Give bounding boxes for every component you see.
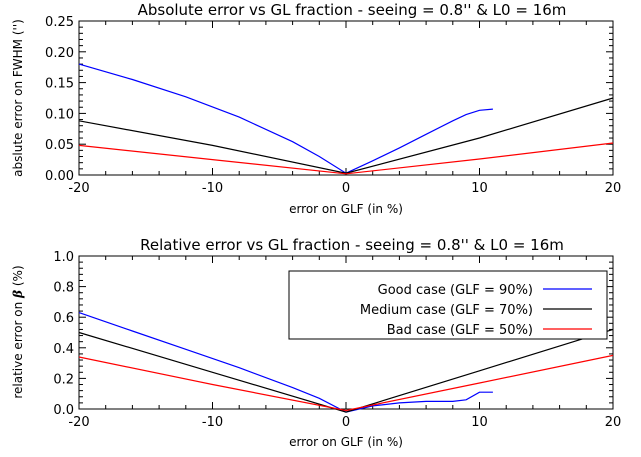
relative-error-xtick-label: 20 <box>605 415 622 430</box>
legend: Good case (GLF = 90%) Medium case (GLF = … <box>288 270 608 340</box>
absolute-error-xtick-label: 10 <box>471 181 488 196</box>
absolute-error-title: Absolute error vs GL fraction - seeing =… <box>138 1 567 19</box>
absolute-error-series-0 <box>78 63 493 174</box>
absolute-error-ticks: -20 -10 0 10 20 0.00 0.05 0.10 0.15 0.20 0.25 <box>45 15 621 196</box>
relative-error-xtick-label: 0 <box>342 415 350 430</box>
absolute-error-xtick-label: -10 <box>202 181 223 196</box>
absolute-error-ytick-label: 0.05 <box>45 138 74 153</box>
legend-label: Medium case (GLF = 70%) <box>360 303 533 318</box>
legend-label: Bad case (GLF = 50%) <box>387 323 533 338</box>
absolute-error-frame <box>78 20 614 176</box>
beta-symbol: β <box>11 290 25 299</box>
relative-error-title: Relative error vs GL fraction - seeing =… <box>140 236 564 254</box>
relative-error-ytick-label: 1.0 <box>53 250 74 265</box>
absolute-error-xtick-label: -20 <box>68 181 89 196</box>
absolute-error-ylabel: abslute error on FWHM ('') <box>11 19 25 177</box>
relative-error-ytick-label: 0.0 <box>53 403 74 418</box>
relative-error-ytick-label: 0.4 <box>53 342 74 357</box>
absolute-error-ytick-label: 0.10 <box>45 107 74 122</box>
relative-error-series-0 <box>78 312 493 413</box>
absolute-error-series-2 <box>78 142 614 175</box>
relative-error-xtick-label: -10 <box>202 415 223 430</box>
relative-error-xtick-label: 10 <box>471 415 488 430</box>
legend-label: Good case (GLF = 90%) <box>378 283 533 298</box>
absolute-error-ytick-label: 0.25 <box>45 15 74 30</box>
absolute-error-plot: Absolute error vs GL fraction - seeing =… <box>11 1 621 216</box>
absolute-error-lines <box>78 63 614 175</box>
legend-box <box>288 270 608 340</box>
relative-error-ylabel-prefix: relative error on <box>11 298 25 399</box>
relative-error-ytick-label: 0.6 <box>53 311 74 326</box>
relative-error-xlabel: error on GLF (in %) <box>289 435 403 449</box>
absolute-error-xlabel: error on GLF (in %) <box>289 202 403 216</box>
absolute-error-ytick-label: 0.15 <box>45 77 74 92</box>
relative-error-series-2 <box>78 354 614 412</box>
absolute-error-xtick-label: 0 <box>342 181 350 196</box>
relative-error-ticks: -20 -10 0 10 20 0.0 0.2 0.4 0.6 0.8 1.0 <box>53 250 621 430</box>
absolute-error-ytick-label: 0.00 <box>45 169 74 184</box>
relative-error-xtick-label: -20 <box>68 415 89 430</box>
absolute-error-xtick-label: 20 <box>605 181 622 196</box>
relative-error-plot: Relative error vs GL fraction - seeing =… <box>11 236 621 449</box>
absolute-error-ytick-label: 0.20 <box>45 46 74 61</box>
relative-error-ylabel-suffix: (%) <box>11 265 25 290</box>
relative-error-ylabel: relative error on β (%) <box>11 265 25 398</box>
relative-error-ytick-label: 0.8 <box>53 281 74 296</box>
relative-error-ytick-label: 0.2 <box>53 372 74 387</box>
relative-error-series-1 <box>78 328 614 413</box>
relative-error-lines <box>78 312 614 413</box>
absolute-error-series-1 <box>78 97 614 174</box>
